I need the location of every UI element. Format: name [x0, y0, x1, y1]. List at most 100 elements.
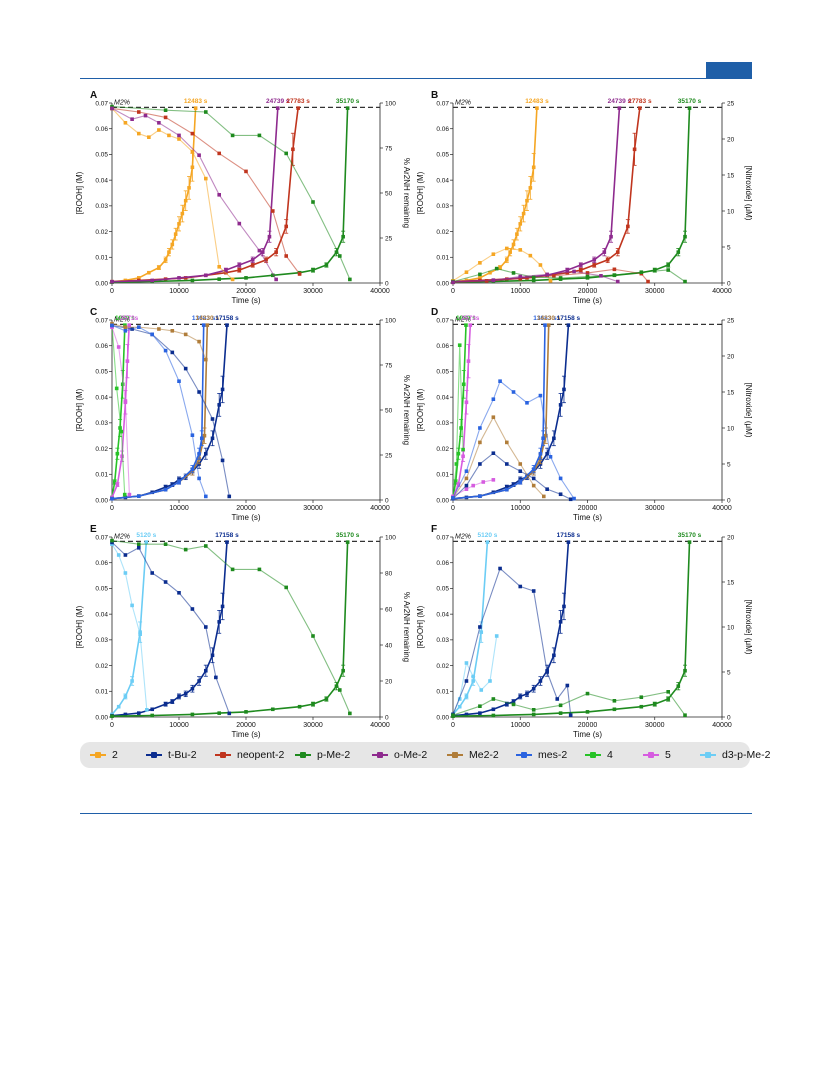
- y-tick-label: 0.03: [436, 203, 449, 210]
- data-point-secondary: [183, 547, 188, 552]
- data-point-secondary: [511, 390, 516, 394]
- data-point-secondary: [518, 276, 523, 281]
- legend-item: 5: [643, 742, 671, 768]
- data-point-secondary: [541, 494, 546, 499]
- data-point: [217, 620, 221, 624]
- data-point-secondary: [498, 379, 502, 383]
- y-tick-label: 0.04: [95, 394, 108, 401]
- data-point: [118, 426, 122, 430]
- series-line: [452, 542, 570, 717]
- data-point: [144, 540, 149, 544]
- series-line-secondary: [452, 567, 572, 716]
- y2-tick-label: 0: [727, 497, 731, 504]
- x-tick-label: 30000: [645, 505, 665, 512]
- data-point: [491, 707, 496, 712]
- data-point-secondary: [548, 455, 553, 459]
- data-point: [464, 694, 469, 699]
- data-point: [488, 270, 492, 275]
- footer-rule: [80, 813, 752, 814]
- data-point-secondary: [558, 276, 563, 280]
- series-line-secondary: [452, 380, 575, 499]
- legend: 2 t-Bu-2 neopent-2 p-Me-2 o-Me-2 Me2-2 mes-2 4 5…: [80, 742, 770, 768]
- x-tick-label: 30000: [645, 288, 665, 295]
- data-point-secondary: [511, 271, 516, 275]
- data-point-secondary: [451, 496, 455, 500]
- data-point-secondary: [464, 469, 469, 473]
- time-annotation: 1930 s: [456, 315, 476, 322]
- data-point-secondary: [457, 343, 462, 347]
- data-point-secondary: [518, 248, 523, 252]
- y2-tick-label: 25: [727, 100, 735, 107]
- data-point: [163, 485, 168, 489]
- data-point-secondary: [197, 476, 201, 481]
- data-point-secondary: [137, 546, 141, 550]
- data-point: [592, 258, 597, 262]
- data-point-secondary: [123, 553, 128, 557]
- data-point-secondary: [666, 690, 670, 694]
- data-point-secondary: [666, 268, 670, 272]
- data-point: [137, 276, 141, 280]
- x-tick-label: 40000: [370, 288, 390, 295]
- data-point-secondary: [558, 476, 563, 481]
- data-point: [260, 250, 265, 254]
- data-point-secondary: [227, 711, 232, 716]
- series-line: [111, 542, 349, 717]
- data-point: [147, 270, 151, 275]
- y2-tick-label: 10: [727, 624, 735, 631]
- data-point: [558, 620, 563, 624]
- data-point: [464, 712, 469, 717]
- y-tick-label: 0.07: [95, 100, 108, 107]
- legend-item: mes-2: [516, 742, 567, 768]
- data-point-secondary: [217, 265, 221, 269]
- y2-tick-label: 5: [727, 461, 731, 468]
- data-point-secondary: [122, 492, 127, 497]
- data-point-secondary: [145, 708, 149, 712]
- data-point-secondary: [137, 131, 141, 136]
- data-point: [609, 234, 613, 239]
- x-axis-label: Time (s): [231, 296, 260, 305]
- data-point-secondary: [110, 538, 114, 543]
- data-point: [202, 433, 207, 438]
- data-point: [558, 403, 563, 407]
- data-point: [123, 712, 128, 717]
- data-point-secondary: [531, 476, 536, 481]
- y-tick-label: 0.05: [436, 586, 449, 593]
- data-point: [177, 222, 181, 226]
- data-point: [180, 211, 185, 216]
- x-tick-label: 20000: [578, 288, 598, 295]
- data-point: [528, 186, 533, 190]
- y2-tick-label: 40: [385, 642, 393, 649]
- legend-label: 5: [665, 749, 671, 761]
- legend-label: 2: [112, 749, 118, 761]
- data-point: [565, 268, 570, 272]
- data-point-secondary: [683, 279, 687, 284]
- threshold-label: M2%: [455, 316, 471, 323]
- data-point: [552, 653, 556, 658]
- data-point-secondary: [538, 393, 543, 398]
- data-point: [150, 713, 154, 718]
- data-point: [183, 198, 188, 203]
- data-point-secondary: [167, 133, 171, 138]
- data-point: [115, 451, 120, 456]
- x-axis-label: Time (s): [573, 730, 602, 739]
- x-tick-label: 10000: [169, 288, 189, 295]
- y-tick-label: 0.00: [436, 280, 449, 287]
- data-point: [531, 712, 536, 717]
- data-point: [201, 323, 206, 327]
- legend-label: 4: [607, 749, 613, 761]
- data-point-secondary: [110, 106, 114, 111]
- data-point-secondary: [491, 478, 496, 482]
- data-point: [167, 250, 171, 254]
- y-tick-label: 0.07: [436, 534, 449, 541]
- time-annotation: 13683 s: [192, 315, 216, 322]
- data-point: [541, 436, 545, 441]
- series-line: [452, 108, 691, 283]
- data-point-secondary: [481, 480, 486, 484]
- y-tick-label: 0.04: [436, 611, 449, 618]
- data-point: [190, 165, 195, 170]
- data-point: [190, 712, 195, 717]
- series-line: [111, 325, 205, 500]
- data-point-secondary: [552, 274, 556, 278]
- legend-item: 4: [585, 742, 613, 768]
- data-point: [110, 279, 114, 284]
